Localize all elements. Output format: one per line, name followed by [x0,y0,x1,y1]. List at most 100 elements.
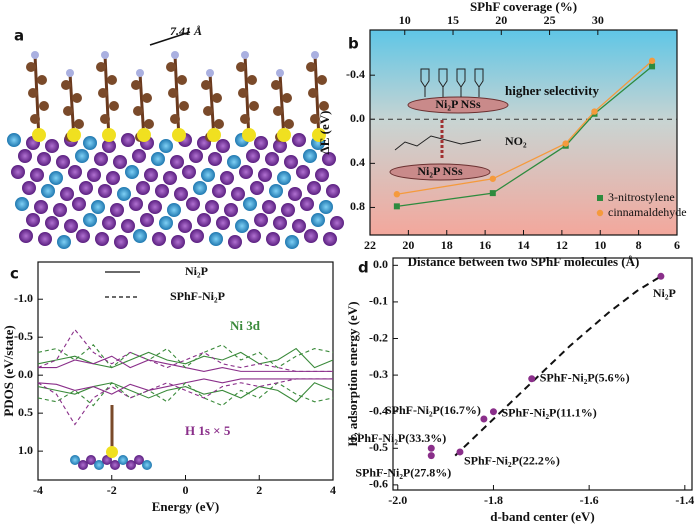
atom [189,149,203,163]
point [427,444,435,452]
atom [106,171,120,185]
molecule [420,68,430,97]
atom [151,152,165,166]
atom [38,232,52,246]
atom [107,75,117,85]
atom [239,165,253,179]
atom [296,165,310,179]
legend-marker [597,195,603,201]
point [427,452,435,460]
marker [591,108,598,115]
atom [18,149,32,163]
atom [242,128,256,142]
x-tick-label: -2.0 [388,493,407,507]
atom [83,136,97,150]
atom [37,75,47,85]
annotation: H 1s × 5 [185,423,231,438]
atom [243,197,257,211]
atom [67,128,81,142]
atom [101,51,109,59]
marker [489,175,496,182]
y-tick-label: 0.4 [350,155,365,169]
bond [103,54,111,141]
x-tick-label: -1.8 [484,493,503,507]
point [657,272,665,280]
point [528,375,536,383]
atom [22,181,36,195]
atom [240,114,250,124]
atom [131,80,141,90]
atom [205,200,219,214]
atom [174,187,188,201]
atom [26,213,40,227]
atom [247,229,261,243]
atom [57,235,71,249]
atom [121,219,135,233]
y-tick-label: -0.2 [369,330,388,344]
nanosheet [389,163,491,181]
atom [306,62,316,72]
panel-label: a [14,27,24,45]
inset-atom [134,455,144,465]
inset-atom [126,460,136,470]
atom [64,219,78,233]
atom [83,213,97,227]
atom [140,213,154,227]
x-tick-label: 16 [479,238,491,252]
pdos-line [37,378,333,426]
bond [173,54,181,141]
atom [28,88,38,98]
atom [197,213,211,227]
y-tick-label: -0.3 [369,367,388,381]
atom [66,69,74,77]
atom [171,51,179,59]
atom [96,62,106,72]
point-label: SPhF-Ni₂P(16.7%) [385,403,481,417]
atom [98,88,108,98]
marker [489,190,496,197]
atom [53,203,67,217]
legend-label: cinnamaldehyde [608,205,687,219]
atom [276,69,284,77]
atom [172,128,186,142]
atom [269,184,283,198]
panel-label: d [358,259,369,277]
marker [393,191,401,198]
atom [31,51,39,59]
plot-frame [392,257,693,491]
atom [114,235,128,249]
atom [182,165,196,179]
atom [75,149,89,163]
atom [315,168,329,182]
atom [208,152,222,166]
pdos-line [37,328,333,372]
bond [243,54,251,141]
atom [148,200,162,214]
atom [247,75,257,85]
inset-label: Ni₂P NSs [435,97,481,111]
atom [45,216,59,230]
atom [281,203,295,217]
atom [190,229,204,243]
atom [79,181,93,195]
atom [292,219,306,233]
inset-atom [102,455,112,465]
atom [60,187,74,201]
marker [648,57,656,65]
y-axis-title: H₂ adsorption energy (eV) [345,301,360,446]
inset-atom [86,455,96,465]
atom [178,219,192,233]
y-tick-label: 0.0 [18,367,33,381]
atom [193,181,207,195]
atom [250,181,264,195]
inset-atom [110,460,120,470]
x2-tick-label: 30 [592,13,604,27]
atom [129,197,143,211]
point-label: SPhF-Ni₂P(27.8%) [355,465,451,479]
atom [319,200,333,214]
atom [32,128,46,142]
marker [393,203,400,210]
atom [49,171,63,185]
atom [109,101,119,111]
atom [273,106,283,116]
